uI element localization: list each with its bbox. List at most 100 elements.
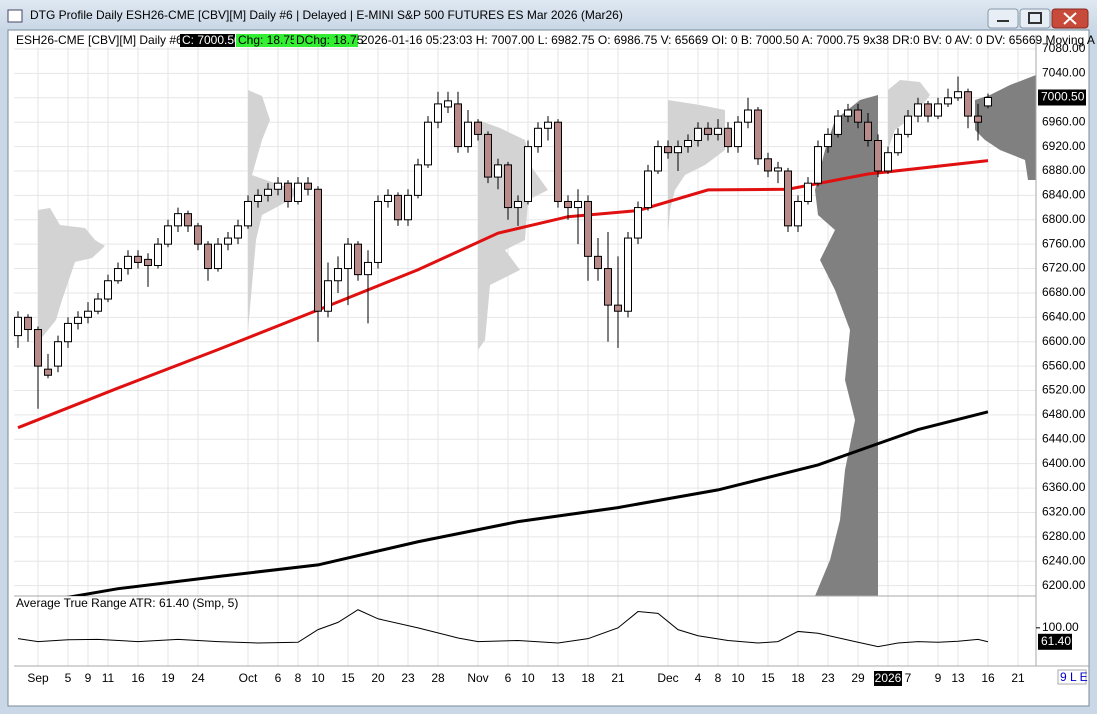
x-tick-label: 6 [275,671,282,685]
candle-body [724,127,732,148]
x-tick-label: 5 [65,671,72,685]
candle-body [314,188,322,312]
candle-body [694,127,702,141]
x-tick-label: Sep [27,671,49,685]
candle-body [854,109,862,123]
candle-body [794,200,802,227]
candle-body [104,280,112,300]
y-tick-label: 100.00 [1042,620,1079,634]
y-tick-label: 6760.00 [1042,236,1086,250]
candle-body [864,121,872,141]
candle-body [674,146,682,154]
x-tick-label: 19 [161,671,175,685]
x-tick-label: 16 [131,671,145,685]
x-tick-label: 8 [715,671,722,685]
x-tick-label: 15 [341,671,355,685]
app-icon [7,9,23,23]
candle-body [934,103,942,117]
minimize[interactable] [987,8,1019,29]
candle-body [774,167,782,172]
candle-body [534,127,542,148]
candle-body [194,225,202,245]
x-tick-label: 18 [791,671,805,685]
candle-body [214,243,222,270]
candle-body [594,255,602,270]
window-title: DTG Profile Daily ESH26-CME [CBV][M] Dai… [30,8,623,22]
candle-body [204,243,212,270]
y-tick-label: 6720.00 [1042,261,1086,275]
candle-body [884,152,892,172]
candle-body [424,121,432,166]
x-tick-label: Dec [657,671,678,685]
last-atr-label: 61.40 [1041,634,1071,648]
status: 9 L E [1060,670,1088,684]
title-bar [0,0,1097,30]
x-tick-label: 21 [611,671,625,685]
candle-body [984,97,992,107]
candle-body [324,280,332,312]
candle-body [844,109,852,117]
candle-body [234,225,242,239]
x-tick-label: 2026 [875,671,902,685]
maximize[interactable] [1019,8,1051,29]
candle-body [334,268,342,282]
y-tick-label: 6520.00 [1042,383,1086,397]
close-box: C: 7000.50 [182,33,241,47]
symbol: ESH26-CME [CBV][M] Daily #6 [16,33,183,47]
candle-body [24,316,32,331]
candle-body [524,146,532,202]
candle-body [184,213,192,227]
x-tick-label: 13 [951,671,965,685]
y-tick-label: 6880.00 [1042,163,1086,177]
candle-body [904,115,912,135]
x-tick-label: 24 [191,671,205,685]
x-tick-label: 29 [851,671,865,685]
price-plot [14,76,992,596]
candle-body [74,316,82,324]
candle-body [274,182,282,190]
x-tick-label: 15 [761,671,775,685]
details: 2026-01-16 05:23:03 H: 7007.00 L: 6982.7… [361,33,1095,47]
candle-body [914,103,922,117]
y-tick-label: 6440.00 [1042,431,1086,445]
x-tick-label: 23 [401,671,415,685]
candle-body [454,103,462,148]
candle-body [354,243,362,276]
y-tick-label: 7040.00 [1042,66,1086,80]
candle-body [374,200,382,263]
candle-body [964,91,972,117]
y-tick-label: 6960.00 [1042,114,1086,128]
candle-body [954,91,962,99]
candle-body [34,329,42,367]
chg-box: Chg: 18.75 [238,33,297,47]
candle-body [584,200,592,257]
y-tick-label: 6200.00 [1042,578,1086,592]
candle-body [264,188,272,196]
candle-body [444,100,452,108]
candle-body [944,97,952,105]
candle-body [654,146,662,172]
candle-body [464,121,472,148]
candle-body [294,182,302,202]
x-tick-label: 10 [311,671,325,685]
candle-body [364,261,372,276]
candle-body [814,146,822,184]
candle-body [244,200,252,227]
x-tick-label: 16 [981,671,995,685]
last-price-label: 7000.50 [1041,90,1085,104]
candle-body [164,225,172,245]
candle-body [134,255,142,263]
candle-body [744,109,752,123]
candle-body [614,304,622,312]
candle-body [544,121,552,129]
candle-body [224,237,232,245]
candle-body [394,194,402,221]
candle-body [704,127,712,135]
candle-body [634,207,642,239]
candle-body [684,139,692,148]
x-tick-label: 10 [521,671,535,685]
moving-average [66,410,989,596]
candle-body [94,298,102,312]
candle-body [734,121,742,148]
